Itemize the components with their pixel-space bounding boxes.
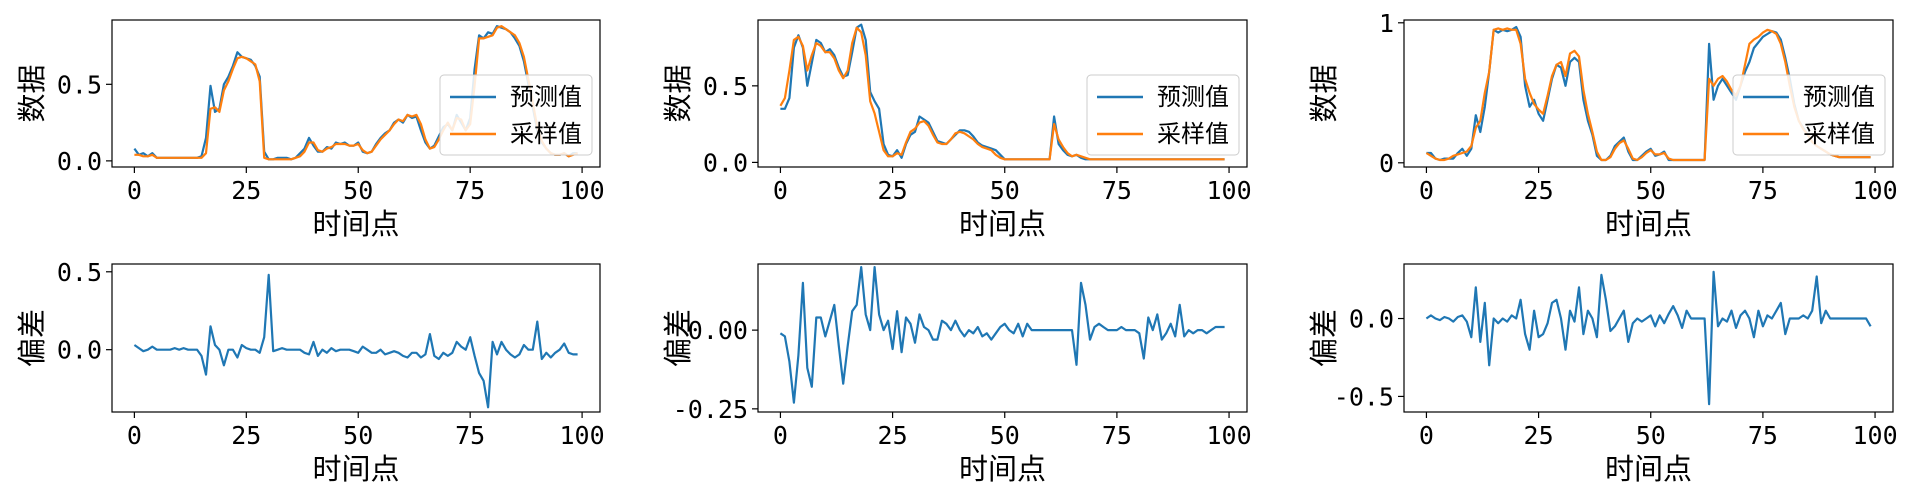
x-tick-label: 50 — [343, 421, 373, 450]
x-axis-title: 时间点 — [1605, 207, 1692, 241]
plot-frame — [111, 19, 601, 168]
x-tick-label: 0 — [773, 421, 788, 450]
y-tick-label: 0.0 — [1349, 305, 1394, 334]
x-tick-label: 75 — [1748, 176, 1778, 205]
x-tick-label: 75 — [1102, 176, 1132, 205]
y-axis-title: 偏差 — [661, 309, 695, 367]
x-tick-label: 75 — [455, 176, 485, 205]
plot-frame — [1403, 19, 1894, 168]
legend-label-2: 采样值 — [1157, 120, 1229, 148]
subplot-4: 0 25 50 75 100 0.0 0.5 时间点 偏差 — [15, 258, 605, 486]
x-tick-label: 25 — [231, 421, 261, 450]
series-line-2 — [779, 26, 1225, 161]
x-axis-title: 时间点 — [959, 207, 1046, 241]
x-tick-label: 25 — [878, 421, 908, 450]
y-axis-title: 偏差 — [1307, 309, 1341, 367]
x-tick-label: 100 — [560, 176, 605, 205]
x-tick-label: 75 — [1102, 421, 1132, 450]
y-tick-label: 0.0 — [57, 147, 102, 176]
y-tick-label: 1 — [1379, 9, 1394, 38]
series-line-1 — [779, 266, 1225, 404]
x-tick-label: 25 — [878, 176, 908, 205]
legend-label-2: 采样值 — [1803, 120, 1875, 148]
subplot-5: 0 25 50 75 100 0.00 -0.25 时间点 偏差 — [661, 263, 1252, 486]
x-tick-label: 0 — [127, 421, 142, 450]
x-tick-label: 50 — [1636, 421, 1666, 450]
series-line-2 — [134, 25, 578, 161]
x-tick-label: 100 — [560, 421, 605, 450]
plot-frame — [757, 19, 1248, 168]
x-tick-label: 75 — [1748, 421, 1778, 450]
x-tick-label: 25 — [231, 176, 261, 205]
legend-label-1: 预测值 — [1157, 83, 1229, 111]
y-tick-label: 0.5 — [57, 70, 102, 99]
y-tick-label: -0.5 — [1334, 382, 1394, 411]
y-tick-label: 0.00 — [688, 316, 748, 345]
y-tick-label: 0.0 — [703, 148, 748, 177]
subplot-6: 0 25 50 75 100 0.0 -0.5 时间点 偏差 — [1307, 263, 1898, 486]
x-tick-label: 25 — [1524, 176, 1554, 205]
x-tick-label: 50 — [1636, 176, 1666, 205]
x-axis-title: 时间点 — [959, 452, 1046, 486]
plot-frame — [757, 263, 1248, 413]
x-tick-label: 100 — [1852, 421, 1897, 450]
y-tick-label: 0 — [1379, 149, 1394, 178]
y-tick-label: 0.5 — [703, 72, 748, 101]
x-axis-title: 时间点 — [312, 452, 399, 486]
y-axis-title: 数据 — [661, 64, 695, 122]
x-tick-label: 100 — [1206, 176, 1251, 205]
legend-label-1: 预测值 — [1803, 83, 1875, 111]
x-tick-label: 0 — [773, 176, 788, 205]
x-tick-label: 75 — [455, 421, 485, 450]
legend-label-1: 预测值 — [510, 83, 582, 111]
plot-frame — [1403, 263, 1894, 413]
x-axis-title: 时间点 — [312, 207, 399, 241]
x-axis-title: 时间点 — [1605, 452, 1692, 486]
x-tick-label: 50 — [343, 176, 373, 205]
series-line-1 — [133, 273, 578, 409]
y-tick-label: 0.0 — [57, 336, 102, 365]
x-tick-label: 0 — [127, 176, 142, 205]
y-tick-label: 0.5 — [57, 258, 102, 287]
x-tick-label: 0 — [1419, 176, 1434, 205]
x-tick-label: 100 — [1206, 421, 1251, 450]
x-tick-label: 0 — [1419, 421, 1434, 450]
y-tick-label: -0.25 — [673, 395, 748, 424]
series-line-1 — [1425, 270, 1872, 406]
x-tick-label: 50 — [990, 176, 1020, 205]
plot-frame — [111, 263, 601, 413]
x-tick-label: 25 — [1524, 421, 1554, 450]
y-axis-title: 偏差 — [15, 309, 49, 367]
y-axis-title: 数据 — [1307, 64, 1341, 122]
legend-label-2: 采样值 — [510, 120, 582, 148]
y-axis-title: 数据 — [15, 64, 49, 122]
x-tick-label: 100 — [1852, 176, 1897, 205]
x-tick-label: 50 — [990, 421, 1020, 450]
